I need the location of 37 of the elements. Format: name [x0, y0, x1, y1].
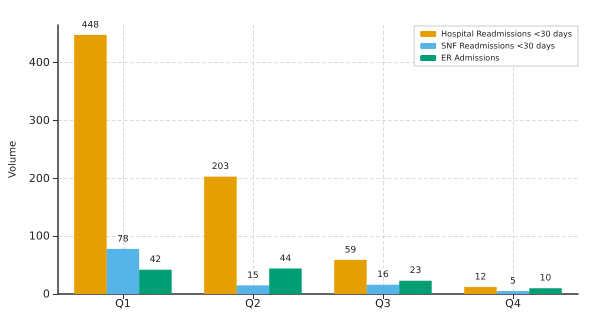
y-tick-label: 300	[28, 114, 50, 127]
data-label: 5	[510, 276, 516, 287]
bar	[236, 285, 270, 294]
data-label: 10	[540, 274, 552, 284]
x-tick-label: Q3	[375, 297, 391, 310]
data-label: 16	[377, 270, 389, 280]
bar	[269, 268, 302, 294]
bar	[74, 34, 107, 294]
data-label: 23	[410, 266, 422, 276]
x-tick-label: Q2	[245, 297, 261, 310]
data-label: 15	[247, 270, 259, 281]
bar	[464, 287, 497, 294]
bar	[399, 280, 432, 294]
data-label: 44	[280, 254, 292, 264]
bar	[496, 291, 530, 294]
bar	[366, 284, 400, 294]
x-tick-label: Q4	[505, 297, 521, 310]
legend-label: SNF Readmissions <30 days	[441, 42, 556, 50]
bar	[139, 270, 172, 294]
x-tick-label: Q1	[115, 297, 131, 310]
legend-label: ER Admissions	[441, 54, 500, 62]
data-label: 78	[117, 234, 129, 244]
data-label: 59	[344, 245, 356, 256]
y-tick-label: 400	[28, 56, 50, 70]
data-label: 203	[212, 162, 230, 172]
bar	[334, 260, 367, 294]
y-tick-label: 100	[28, 230, 50, 243]
legend-label: Hospital Readmissions <30 days	[441, 30, 572, 38]
bar	[529, 288, 562, 294]
bar	[106, 248, 140, 294]
bar	[204, 176, 237, 294]
y-tick-label: 0	[42, 288, 50, 300]
data-label: 448	[82, 20, 100, 30]
data-label: 12	[474, 272, 486, 283]
y-axis-title: Volume	[8, 140, 18, 178]
data-label: 42	[150, 255, 162, 266]
y-tick-label: 200	[28, 172, 50, 185]
